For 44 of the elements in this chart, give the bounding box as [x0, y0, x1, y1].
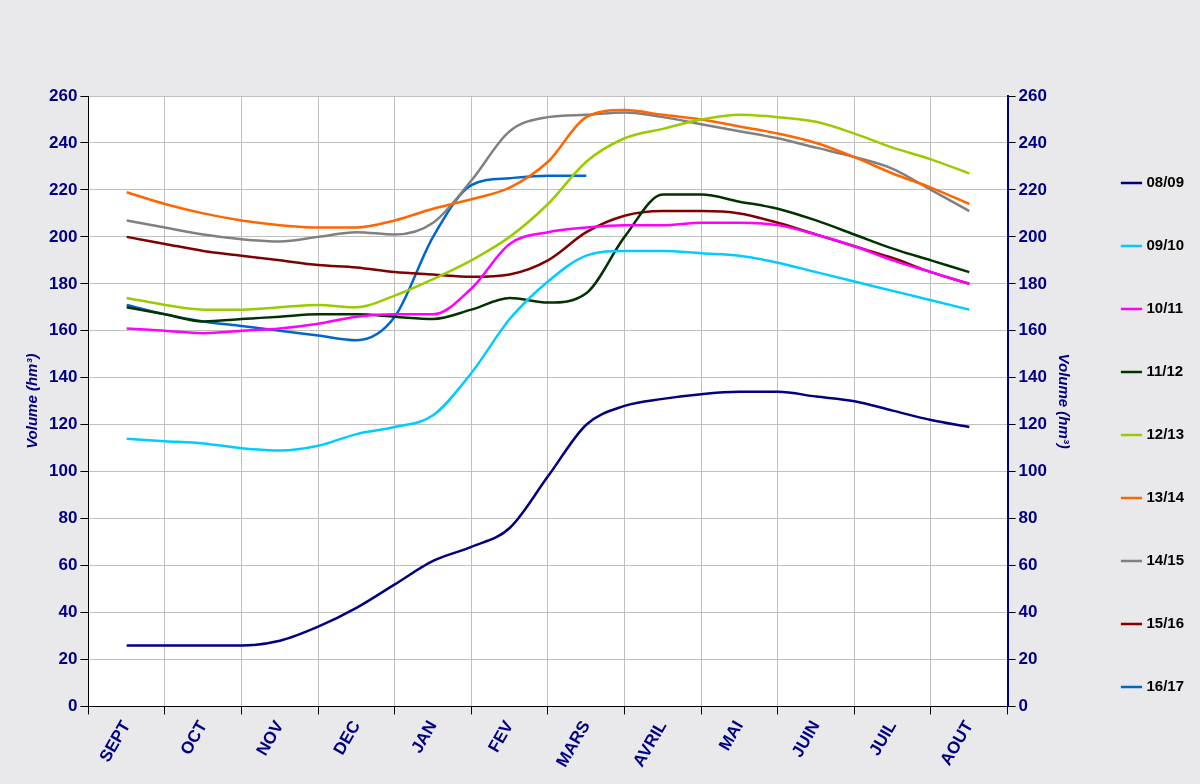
y2-tick-label: 120	[1018, 414, 1047, 434]
y2-tick-label: 160	[1018, 320, 1047, 340]
y-tick-label: 0	[67, 696, 78, 716]
y-tick-label: 20	[58, 649, 78, 669]
y-tick-label: 60	[58, 555, 78, 575]
y2-axis-title: Volume (hm³)	[1055, 353, 1073, 449]
y2-tick-label: 40	[1018, 602, 1038, 622]
y2-tick-label: 140	[1018, 367, 1047, 387]
y2-tick-label: 260	[1018, 85, 1047, 105]
y2-tick-label: 20	[1018, 649, 1038, 669]
y-tick-label: 160	[48, 320, 78, 340]
legend-label: 16/17	[1146, 677, 1185, 695]
y-tick-label: 100	[48, 461, 78, 481]
line-series	[125, 113, 971, 311]
legend-label: 12/13	[1146, 425, 1185, 443]
y2-tick-label: 180	[1018, 273, 1047, 293]
legend-label: 15/16	[1146, 614, 1185, 632]
y2-tick-label: 80	[1018, 508, 1038, 528]
line-series	[125, 249, 971, 452]
y-tick-label: 140	[48, 367, 78, 387]
y-tick-label: 220	[48, 179, 78, 199]
y2-tick-label: 240	[1018, 132, 1047, 152]
y-axis-title: Volume (hm³)	[23, 353, 41, 449]
legend-label: 13/14	[1146, 488, 1185, 506]
y-tick-label: 120	[48, 414, 78, 434]
legend-label: 11/12	[1146, 362, 1184, 380]
y-tick-label: 80	[58, 508, 78, 528]
legend-label: 14/15	[1146, 551, 1185, 569]
line-series	[125, 221, 971, 335]
legend-label: 10/11	[1146, 299, 1184, 317]
y-tick-label: 240	[48, 132, 78, 152]
line-series	[125, 193, 971, 323]
y2-tick-label: 0	[1018, 696, 1029, 716]
y-tick-label: 40	[58, 602, 78, 622]
y2-tick-label: 200	[1018, 226, 1047, 246]
line-series	[125, 390, 971, 647]
legend-label: 08/09	[1146, 173, 1185, 191]
y2-tick-label: 100	[1018, 461, 1047, 481]
y-tick-label: 180	[48, 273, 78, 293]
y-tick-label: 200	[48, 226, 78, 246]
y2-tick-label: 220	[1018, 179, 1047, 199]
y-tick-label: 260	[48, 85, 78, 105]
legend-label: 09/10	[1146, 236, 1185, 254]
y2-tick-label: 60	[1018, 555, 1038, 575]
